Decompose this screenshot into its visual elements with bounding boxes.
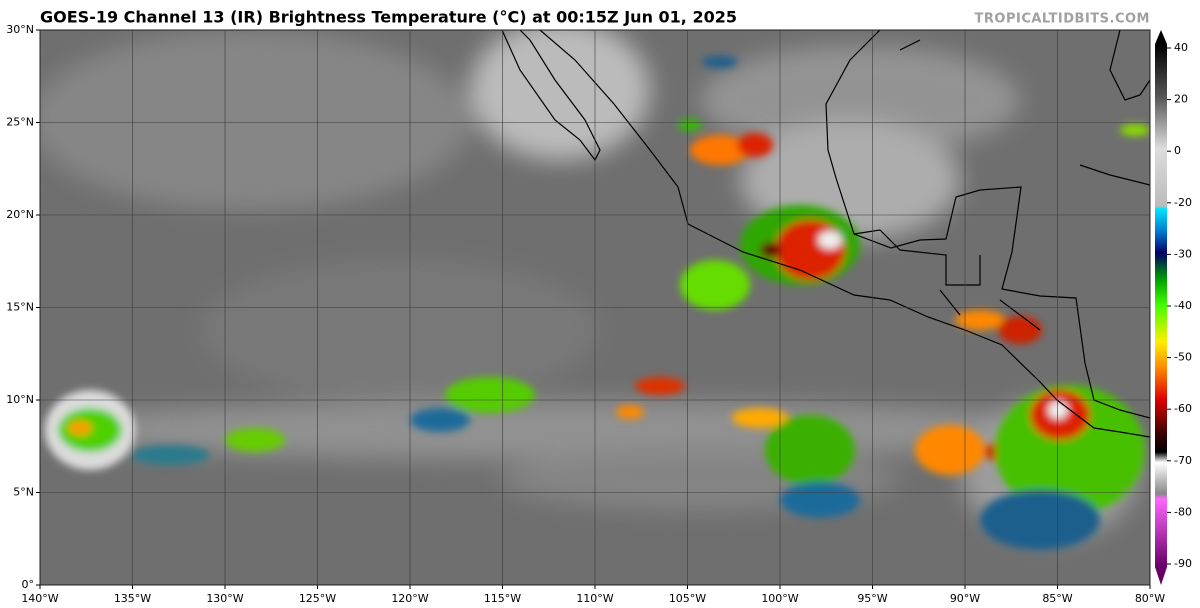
x-tick-label: 105°W (669, 592, 706, 605)
x-tick-label: 95°W (857, 592, 887, 605)
colorbar-label: -20 (1174, 196, 1192, 209)
y-tick-label: 15°N (6, 301, 34, 314)
x-tick-label: 110°W (576, 592, 613, 605)
x-tick-label: 135°W (114, 592, 151, 605)
colorbar-label: -90 (1174, 557, 1192, 570)
colorbar-label: -60 (1174, 402, 1192, 415)
y-tick-label: 30°N (6, 23, 34, 36)
coastline (825, 30, 1150, 419)
y-tick-label: 5°N (13, 486, 34, 499)
x-tick-label: 100°W (761, 592, 798, 605)
credit: TROPICALTIDBITS.COM (975, 12, 1150, 27)
title: GOES-19 Channel 13 (IR) Brightness Tempe… (40, 8, 737, 27)
colorbar-extend-bottom (1155, 567, 1167, 585)
satellite-image (40, 30, 1150, 585)
colorbar-label: -70 (1174, 454, 1192, 467)
x-tick-label: 140°W (21, 592, 58, 605)
x-tick-label: 130°W (206, 592, 243, 605)
x-tick-label: 90°W (950, 592, 980, 605)
border (853, 39, 1041, 331)
colorbar-extend-top (1155, 30, 1167, 44)
y-tick-label: 10°N (6, 393, 34, 406)
colorbar (1155, 44, 1167, 567)
coastline (501, 30, 1150, 438)
colorbar-label: -50 (1174, 351, 1192, 364)
colorbar-label: 40 (1174, 41, 1188, 54)
colorbar-label: -40 (1174, 299, 1192, 312)
x-tick-label: 115°W (484, 592, 521, 605)
colorbar-label: -80 (1174, 505, 1192, 518)
y-tick-label: 20°N (6, 208, 34, 221)
colorbar-label: -30 (1174, 247, 1192, 260)
x-tick-label: 120°W (391, 592, 428, 605)
x-tick-label: 85°W (1042, 592, 1072, 605)
colorbar-label: 20 (1174, 93, 1188, 106)
x-tick-label: 125°W (299, 592, 336, 605)
x-tick-label: 80°W (1135, 592, 1165, 605)
y-tick-label: 25°N (6, 116, 34, 129)
colorbar-label: 0 (1174, 144, 1181, 157)
y-tick-label: 0° (22, 578, 35, 591)
